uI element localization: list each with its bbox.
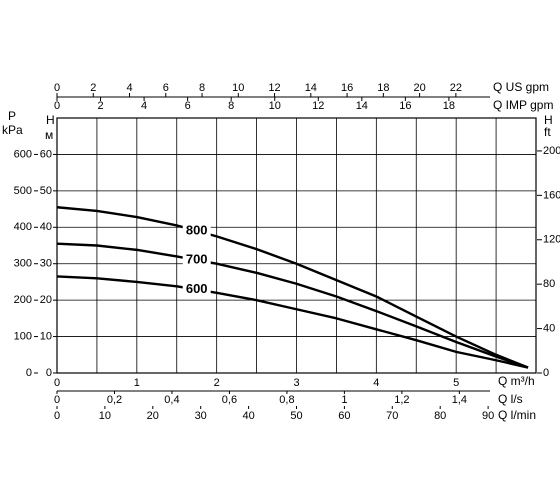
curve (56, 242, 529, 369)
axis-tick-label: 0 (54, 82, 60, 94)
axis-tick-label: 20 (147, 410, 159, 422)
axis-tick-label: 8 (199, 82, 205, 94)
y-axis-title: H (46, 113, 55, 127)
axis-tick-label: 12 (312, 100, 324, 112)
curve (56, 206, 529, 369)
axis-tick-label: 0 (26, 367, 32, 379)
axis-tick-label: 10 (232, 82, 244, 94)
axis-title: P (8, 109, 16, 123)
curve-label: 800 (186, 222, 208, 237)
axis-tick-label: 6 (163, 82, 169, 94)
y-tick-label: 0 (46, 367, 52, 379)
axis-tick-label: 1,2 (394, 394, 409, 406)
axis-tick-label: 160 (543, 189, 560, 201)
axis-tick-label: 0 (543, 367, 549, 379)
axis-tick-label: 14 (356, 100, 368, 112)
axis-tick-label: 300 (14, 258, 32, 270)
axis-tick-label: 2 (90, 82, 96, 94)
y-axis-unit: м (45, 128, 53, 142)
curve-label-bg (182, 252, 211, 269)
y-tick-label: 60 (40, 148, 52, 160)
axis-tick-label: 18 (377, 82, 389, 94)
axis-tick-label: 0,2 (107, 394, 122, 406)
axis-tick-label: 4 (126, 82, 132, 94)
curve-label: 700 (186, 252, 208, 267)
y-tick-label: 40 (40, 221, 52, 233)
axis-tick-label: 100 (14, 330, 32, 342)
y-tick-label: 50 (40, 185, 52, 197)
axis-tick-label: 80 (543, 278, 555, 290)
axis-tick-label: 22 (450, 82, 462, 94)
axis-tick-label: 400 (14, 221, 32, 233)
axis-tick-label: 10 (269, 100, 281, 112)
axis-tick-label: 80 (434, 410, 446, 422)
axis-tick-label: 2 (97, 100, 103, 112)
curve-label-bg (182, 281, 211, 298)
x-tick-label: 2 (214, 377, 220, 389)
x-tick-label: 3 (293, 377, 299, 389)
x-axis-title: Q m³/h (498, 374, 535, 388)
axis-tick-label: 20 (413, 82, 425, 94)
axis-tick-label: 0,6 (222, 394, 237, 406)
x-tick-label: 5 (453, 377, 459, 389)
axis-tick-label: 40 (543, 322, 555, 334)
axis-tick-label: 600 (14, 148, 32, 160)
axis-tick-label: 1,4 (452, 394, 467, 406)
x-tick-label: 1 (134, 377, 140, 389)
axis-tick-label: 16 (399, 100, 411, 112)
axis-title: Q IMP gpm (493, 98, 553, 112)
y-tick-label: 30 (40, 258, 52, 270)
axis-tick-label: 16 (341, 82, 353, 94)
axis-tick-label: 18 (443, 100, 455, 112)
axis-title: H (544, 113, 553, 127)
y-tick-label: 10 (40, 330, 52, 342)
axis-unit: ft (544, 125, 551, 139)
x-tick-label: 4 (373, 377, 379, 389)
axis-tick-label: 30 (195, 410, 207, 422)
axis-tick-label: 8 (228, 100, 234, 112)
axis-tick-label: 0 (54, 394, 60, 406)
axis-tick-label: 0,4 (164, 394, 179, 406)
axis-tick-label: 12 (268, 82, 280, 94)
axis-tick-label: 60 (338, 410, 350, 422)
axis-tick-label: 4 (141, 100, 147, 112)
plot-frame (56, 117, 537, 374)
axis-title: Q l/s (498, 392, 523, 406)
axis-tick-label: 70 (386, 410, 398, 422)
axis-tick-label: 40 (242, 410, 254, 422)
axis-tick-label: 200 (14, 294, 32, 306)
axis-tick-label: 90 (482, 410, 494, 422)
curve-label-bg (182, 222, 211, 239)
axis-tick-label: 0 (54, 410, 60, 422)
axis-tick-label: 1 (341, 394, 347, 406)
axis-tick-label: 0,8 (279, 394, 294, 406)
y-tick-label: 20 (40, 294, 52, 306)
x-tick-label: 0 (54, 377, 60, 389)
axis-tick-label: 50 (290, 410, 302, 422)
axis-tick-label: 200 (543, 145, 560, 157)
curve-label: 600 (186, 281, 208, 296)
axis-unit: kPa (2, 123, 23, 137)
axis-tick-label: 0 (54, 100, 60, 112)
axis-tick-label: 14 (305, 82, 317, 94)
axis-tick-label: 6 (185, 100, 191, 112)
axis-tick-label: 10 (99, 410, 111, 422)
axis-title: Q US gpm (493, 80, 549, 94)
axis-tick-label: 500 (14, 185, 32, 197)
axis-title: Q l/min (498, 408, 536, 422)
axis-tick-label: 120 (543, 234, 560, 246)
curve (56, 275, 529, 369)
